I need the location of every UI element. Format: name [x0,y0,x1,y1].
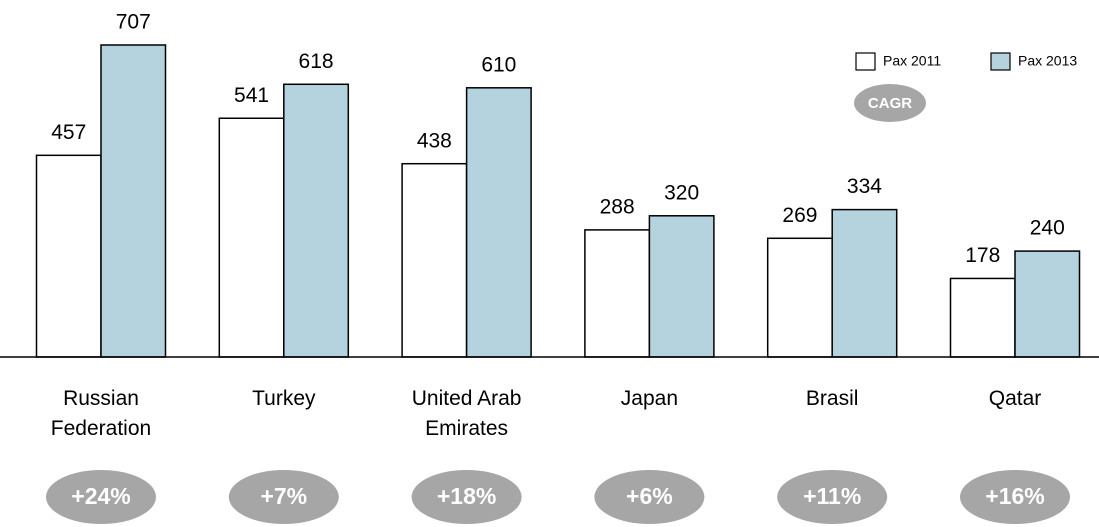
bar [648,215,715,358]
legend-label: Pax 2011 [883,53,941,69]
cagr-label: +24% [71,483,130,509]
value-label: 541 [234,84,269,107]
bar [100,44,167,358]
value-label: 707 [116,11,151,34]
category-label: Japan [620,387,678,410]
cagr-badge [777,470,888,524]
bar [283,83,350,358]
value-label: 178 [965,244,1000,267]
cagr-badge [960,470,1070,524]
cagr-legend-badge [854,84,926,122]
value-label: 610 [481,53,516,76]
cagr-badge [411,470,522,524]
cagr-badge [594,470,705,524]
bar [831,208,898,358]
category-label: Russian Federation [50,387,152,440]
value-label: 320 [664,181,699,204]
value-label: 334 [847,175,882,198]
legend-swatch [855,52,876,71]
cagr-label: +11% [803,483,861,509]
cagr-legend-label: CAGR [868,95,912,112]
value-label: 438 [417,129,452,152]
category-label: United Arab Emirates [411,387,522,440]
value-label: 240 [1030,217,1065,240]
cagr-label: +18% [437,483,496,509]
category-label: Qatar [988,387,1042,410]
legend-swatch [990,52,1011,71]
category-label: Turkey [252,387,316,410]
cagr-badge [228,470,339,524]
bar [35,154,102,358]
bar [584,229,651,358]
cagr-badge [46,470,156,524]
cagr-label: +6% [626,483,673,509]
bar [949,277,1016,358]
bar [1014,250,1081,358]
bar [401,162,468,358]
bar [218,117,285,358]
value-label: 457 [51,121,86,144]
value-label: 288 [600,195,635,218]
legend-label: Pax 2013 [1018,53,1077,69]
value-label: 269 [782,204,817,227]
bar [465,87,532,358]
value-label: 618 [299,50,334,73]
category-label: Brasil [805,387,859,410]
bar [766,237,833,358]
cagr-label: +16% [985,483,1044,509]
cagr-label: +7% [260,483,307,509]
